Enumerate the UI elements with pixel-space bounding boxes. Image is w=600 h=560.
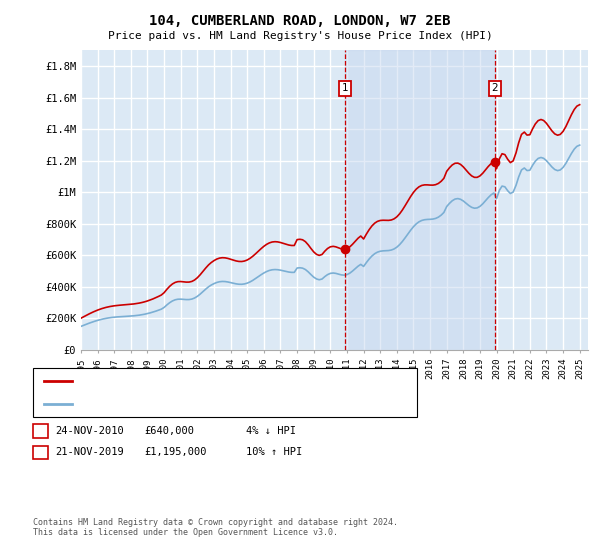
Text: £640,000: £640,000 bbox=[144, 426, 194, 436]
Text: Contains HM Land Registry data © Crown copyright and database right 2024.
This d: Contains HM Land Registry data © Crown c… bbox=[33, 518, 398, 538]
Text: 1: 1 bbox=[37, 426, 44, 436]
Text: £1,195,000: £1,195,000 bbox=[144, 447, 206, 458]
Text: 2: 2 bbox=[491, 83, 498, 94]
Text: 21-NOV-2019: 21-NOV-2019 bbox=[55, 447, 124, 458]
Text: 10% ↑ HPI: 10% ↑ HPI bbox=[246, 447, 302, 458]
Bar bbox=[346, 50, 495, 350]
Text: 24-NOV-2010: 24-NOV-2010 bbox=[55, 426, 124, 436]
Text: 104, CUMBERLAND ROAD, LONDON, W7 2EB (detached house): 104, CUMBERLAND ROAD, LONDON, W7 2EB (de… bbox=[76, 376, 388, 386]
Text: 2: 2 bbox=[37, 447, 44, 458]
Text: Price paid vs. HM Land Registry's House Price Index (HPI): Price paid vs. HM Land Registry's House … bbox=[107, 31, 493, 41]
Text: 104, CUMBERLAND ROAD, LONDON, W7 2EB: 104, CUMBERLAND ROAD, LONDON, W7 2EB bbox=[149, 14, 451, 28]
Text: 4% ↓ HPI: 4% ↓ HPI bbox=[246, 426, 296, 436]
Text: HPI: Average price, detached house, Ealing: HPI: Average price, detached house, Eali… bbox=[76, 399, 323, 409]
Text: 1: 1 bbox=[342, 83, 349, 94]
